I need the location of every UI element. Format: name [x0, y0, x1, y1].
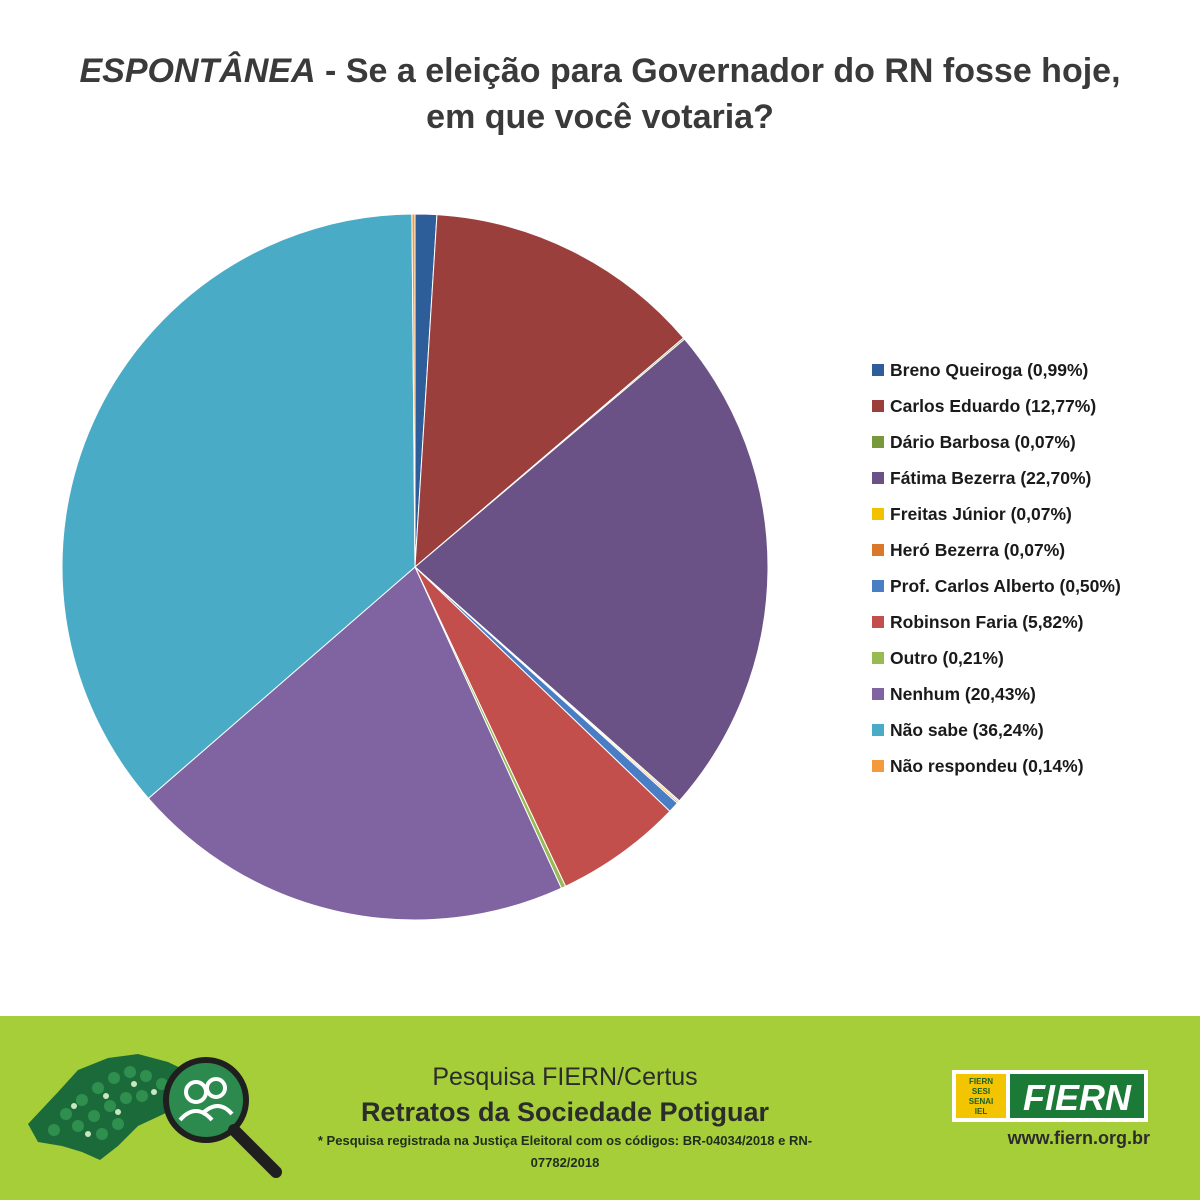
title-line1: - Se a eleição para Governador do RN fos…	[315, 52, 1121, 90]
legend-item: Breno Queiroga (0,99%)	[872, 352, 1121, 388]
legend-label: Breno Queiroga (0,99%)	[890, 359, 1089, 380]
title-line2: em que você votaria?	[426, 98, 774, 136]
legend-item: Dário Barbosa (0,07%)	[872, 424, 1121, 460]
legend-label: Heró Bezerra (0,07%)	[890, 539, 1066, 560]
legend-swatch	[872, 364, 884, 376]
rn-map-magnifier-logo	[28, 1054, 282, 1178]
legend-swatch	[872, 760, 884, 772]
legend-label: Outro (0,21%)	[890, 647, 1004, 668]
legend-label: Não respondeu (0,14%)	[890, 755, 1084, 776]
pie-slice-nenhum	[147, 566, 563, 921]
survey-info: Pesquisa FIERN/Certus Retratos da Socied…	[300, 1060, 830, 1174]
legend-item: Prof. Carlos Alberto (0,50%)	[872, 568, 1121, 604]
legend-swatch	[872, 688, 884, 700]
legend-item: Outro (0,21%)	[872, 640, 1121, 676]
legend-label: Dário Barbosa (0,07%)	[890, 431, 1076, 452]
pie-slice-robinson-faria	[414, 566, 671, 887]
brand-sub-senai: SENAI	[969, 1097, 993, 1106]
legend-swatch	[872, 616, 884, 628]
legend-swatch	[872, 652, 884, 664]
brand-sub-sesi: SESI	[972, 1087, 990, 1096]
pie-slice-fatima-bezerra	[414, 338, 769, 802]
legend-swatch	[872, 580, 884, 592]
footer-banner: Pesquisa FIERN/Certus Retratos da Socied…	[0, 1016, 1200, 1200]
legend-swatch	[872, 472, 884, 484]
legend-label: Carlos Eduardo (12,77%)	[890, 395, 1097, 416]
chart-title: ESPONTÂNEA - Se a eleição para Governado…	[0, 48, 1200, 140]
legend-item: Nenhum (20,43%)	[872, 676, 1121, 712]
legend-label: Fátima Bezerra (22,70%)	[890, 467, 1092, 488]
legend-swatch	[872, 400, 884, 412]
legend-item: Não respondeu (0,14%)	[872, 748, 1121, 784]
legend-item: Não sabe (36,24%)	[872, 712, 1121, 748]
pie-slice-nao-sabe	[61, 213, 416, 800]
legend-item: Carlos Eduardo (12,77%)	[872, 388, 1121, 424]
survey-label: Pesquisa FIERN/Certus	[432, 1063, 698, 1091]
website-link[interactable]: www.fiern.org.br	[1007, 1128, 1150, 1148]
legend-label: Nenhum (20,43%)	[890, 683, 1036, 704]
legend-item: Heró Bezerra (0,07%)	[872, 532, 1121, 568]
fiern-wordmark: FIERN	[1023, 1077, 1132, 1118]
legend-item: Robinson Faria (5,82%)	[872, 604, 1121, 640]
fiern-logo: FIERN SESI SENAI IEL FIERN	[952, 1070, 1148, 1122]
legend-swatch	[872, 544, 884, 556]
brand-sub-fiern: FIERN	[969, 1077, 993, 1086]
legend-item: Fátima Bezerra (22,70%)	[872, 460, 1121, 496]
legend-label: Prof. Carlos Alberto (0,50%)	[890, 575, 1121, 596]
legend-swatch	[872, 508, 884, 520]
legend-label: Freitas Júnior (0,07%)	[890, 503, 1072, 524]
brand-sub-iel: IEL	[975, 1107, 988, 1116]
legend-swatch	[872, 436, 884, 448]
chart-legend: Breno Queiroga (0,99%) Carlos Eduardo (12…	[872, 352, 1121, 784]
registration-note: * Pesquisa registrada na Justiça Eleitor…	[317, 1133, 813, 1170]
legend-swatch	[872, 724, 884, 736]
pie-slice-nao-respondeu	[411, 213, 416, 568]
pie-chart	[61, 213, 769, 921]
legend-label: Robinson Faria (5,82%)	[890, 611, 1084, 632]
title-emphasis: ESPONTÂNEA	[79, 52, 316, 90]
legend-item: Freitas Júnior (0,07%)	[872, 496, 1121, 532]
legend-label: Não sabe (36,24%)	[890, 719, 1044, 740]
pie-slice-carlos-eduardo	[414, 214, 685, 569]
survey-title: Retratos da Sociedade Potiguar	[360, 1097, 770, 1127]
